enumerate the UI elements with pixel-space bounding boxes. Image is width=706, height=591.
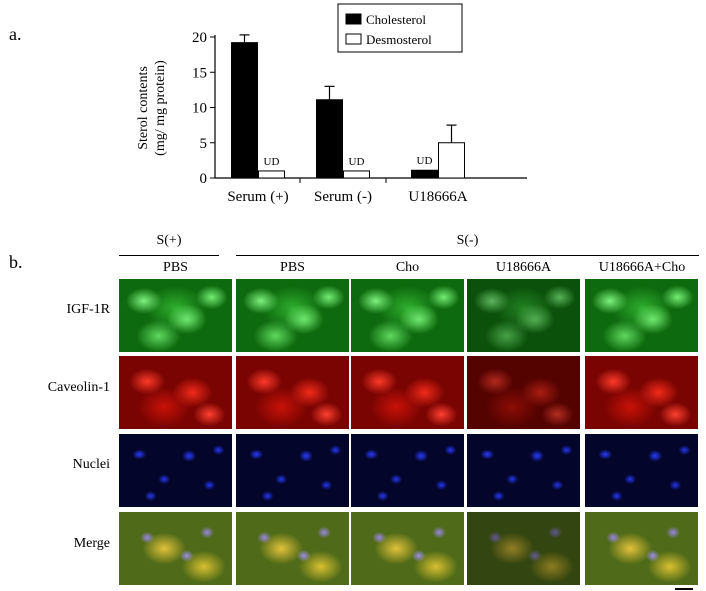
y-tick-label: 15: [192, 65, 207, 81]
value-label-ud: UD: [417, 155, 433, 167]
row-label-nuclei: Nuclei: [72, 457, 110, 472]
legend-entry: Desmosterol: [366, 32, 432, 47]
micrograph-nuclei-cho: [351, 434, 464, 507]
micrograph-merge-pbs-serum-minus: [236, 512, 349, 585]
micrograph-caveolin-u18666a: [467, 356, 580, 429]
micrograph-igf-pbs-serum-plus: [119, 279, 232, 352]
group-rule-serum-minus: [236, 255, 699, 256]
micrograph-igf-pbs-serum-minus: [236, 279, 349, 352]
column-label-cho: Cho: [395, 260, 420, 275]
micrograph-nuclei-u18666a: [467, 434, 580, 507]
bar-cholesterol: [316, 99, 343, 179]
x-tick-label: Serum (-): [314, 189, 372, 205]
column-label-pbs-serum-minus: PBS: [280, 260, 305, 275]
panel-a-label: a.: [9, 24, 22, 44]
scale-bar: [675, 588, 693, 590]
y-axis-label-units: (mg/ mg protein): [153, 60, 168, 156]
micrograph-merge-pbs-serum-plus: [119, 512, 232, 585]
micrograph-nuclei-pbs-serum-plus: [119, 434, 232, 507]
chart-legend: Cholesterol Desmosterol: [337, 3, 463, 53]
micrograph-igf-u18666a-cho: [585, 279, 698, 352]
micrograph-caveolin-pbs-serum-minus: [236, 356, 349, 429]
bar-cholesterol: [411, 169, 438, 179]
micrograph-merge-cho: [351, 512, 464, 585]
micrograph-igf-cho: [351, 279, 464, 352]
x-tick-label: Serum (+): [227, 189, 288, 205]
group-label-serum-minus: S(-): [456, 233, 479, 248]
column-label-u18666a-cho: U18666A+Cho: [598, 260, 686, 275]
y-tick-label: 10: [192, 101, 207, 117]
micrograph-caveolin-pbs-serum-plus: [119, 356, 232, 429]
value-label-ud: UD: [349, 156, 365, 168]
bar-desmosterol: [438, 142, 465, 179]
bar-desmosterol: [343, 170, 370, 179]
legend-swatch: [345, 33, 362, 45]
row-label-caveolin-1: Caveolin-1: [47, 380, 110, 395]
micrograph-igf-u18666a: [467, 279, 580, 352]
micrograph-caveolin-u18666a-cho: [585, 356, 698, 429]
y-tick-label: 20: [192, 30, 207, 46]
chart-bars: [231, 34, 465, 179]
value-label-ud: UD: [264, 156, 280, 168]
group-label-serum-plus: S(+): [156, 233, 182, 248]
micrograph-nuclei-pbs-serum-minus: [236, 434, 349, 507]
micrograph-nuclei-u18666a-cho: [585, 434, 698, 507]
column-label-u18666a: U18666A: [495, 260, 552, 275]
micrograph-caveolin-cho: [351, 356, 464, 429]
bar-cholesterol: [231, 42, 258, 179]
micrograph-merge-u18666a: [467, 512, 580, 585]
sterol-bar-chart: 0 5 10 15 20 Sterol contents (mg/ mg protein) S…: [136, 3, 527, 205]
bar-desmosterol: [258, 170, 285, 179]
panel-b-label: b.: [9, 252, 23, 272]
column-label-pbs-serum-plus: PBS: [163, 260, 188, 275]
x-tick-label: U18666A: [408, 189, 467, 205]
y-tick-label: 0: [200, 171, 208, 187]
legend-swatch: [345, 13, 362, 25]
y-axis-label: Sterol contents: [136, 66, 151, 150]
legend-entry: Cholesterol: [366, 12, 426, 27]
micrograph-merge-u18666a-cho: [585, 512, 698, 585]
group-rule-serum-plus: [119, 255, 219, 256]
chart-labels: 0 5 10 15 20 Sterol contents (mg/ mg protein) S…: [136, 30, 468, 205]
row-label-igf-1r: IGF-1R: [66, 302, 110, 317]
y-tick-label: 5: [200, 136, 208, 152]
row-label-merge: Merge: [73, 536, 110, 551]
